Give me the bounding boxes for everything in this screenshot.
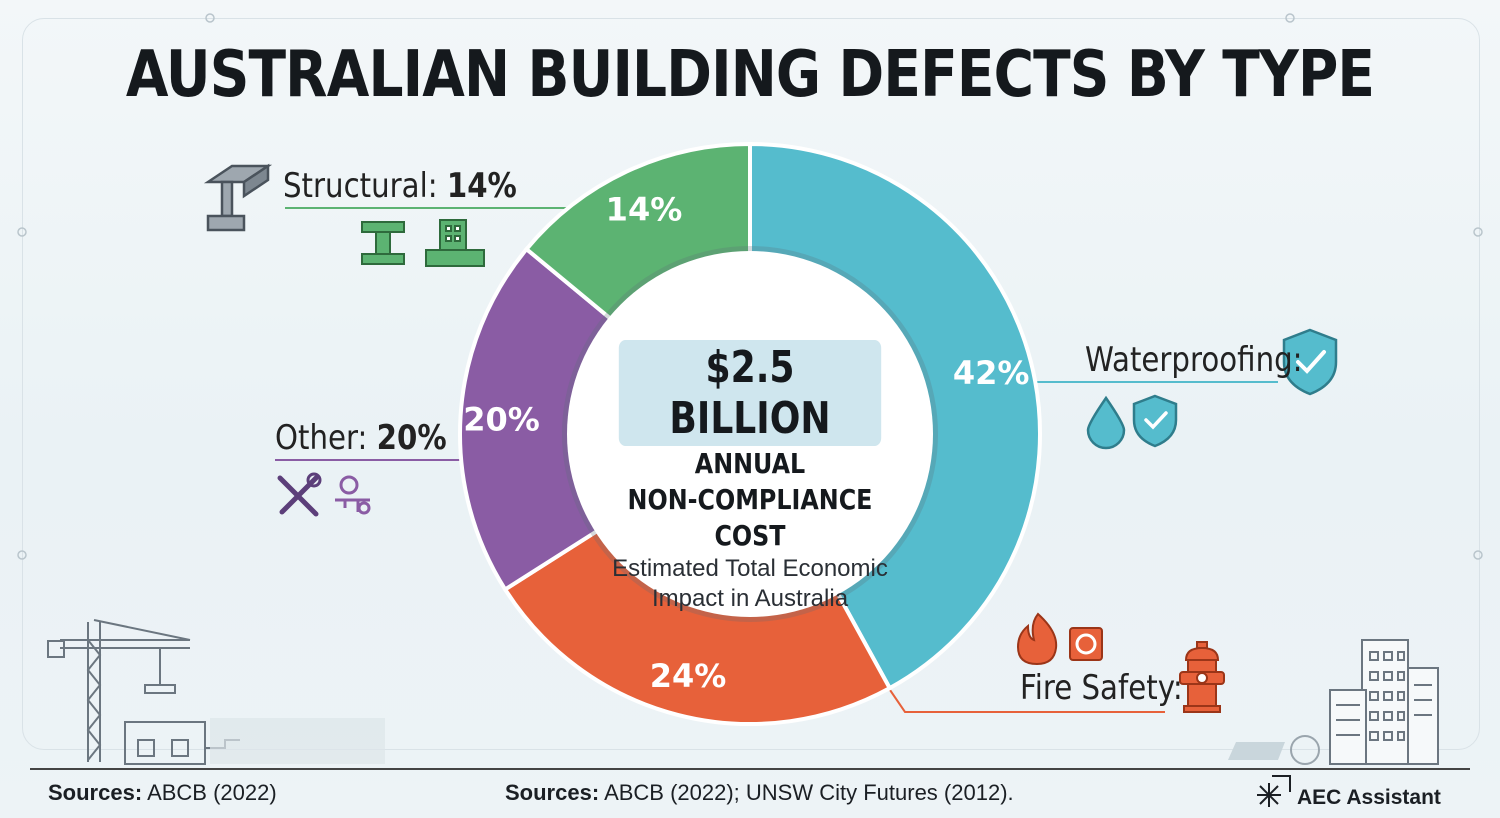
- shield-check-icon: [1282, 328, 1338, 396]
- page-title: AUSTRALIAN BUILDING DEFECTS BY TYPE: [125, 38, 1375, 112]
- center-summary: $2.5 BILLION ANNUAL NON-COMPLIANCE COST …: [590, 340, 910, 614]
- solar-panel: [1228, 742, 1285, 760]
- aec-logo-icon: [1257, 775, 1291, 807]
- other-label: Other: 20%: [275, 418, 447, 458]
- background-building: [210, 718, 385, 764]
- cost-caption-line2: NON-COMPLIANCE COST: [627, 483, 873, 552]
- water-drop-icon: [1086, 395, 1126, 450]
- segment-label-fire-safety: 24%: [650, 657, 727, 695]
- fire-icon: [1016, 612, 1058, 666]
- building-foundation-icon: [425, 219, 485, 267]
- crane-icon: [47, 619, 240, 765]
- source-main: Sources: ABCB (2022); UNSW City Futures …: [505, 780, 1014, 805]
- infographic-frame: [22, 18, 1480, 750]
- fire-hydrant-icon: [1179, 641, 1225, 713]
- cost-subtitle-line1: Estimated Total Economic: [612, 555, 888, 582]
- frame-dots: [17, 13, 1483, 560]
- fire-safety-label: Fire Safety:: [1020, 668, 1183, 708]
- office-building-icon: [1329, 639, 1439, 765]
- segment-label-structural: 14%: [606, 191, 683, 229]
- cost-caption-line1: ANNUAL: [694, 447, 806, 480]
- steel-beam-icon: [203, 163, 273, 232]
- tree-icon: [1290, 735, 1320, 765]
- segment-labels: 42% 24% 20% 14%: [463, 191, 1029, 695]
- brand-name: AEC Assistant: [1297, 786, 1441, 809]
- shield-check-icon: [1132, 394, 1178, 448]
- waterproofing-label: Waterproofing:: [1085, 340, 1303, 380]
- i-beam-icon: [361, 221, 405, 265]
- cost-subtitle-line2: Impact in Australia: [651, 585, 849, 612]
- cost-amount: $2.5 BILLION: [618, 340, 882, 446]
- ground-line: [30, 768, 1470, 770]
- leader-lines: [275, 207, 1278, 713]
- segment-label-other: 20%: [463, 400, 540, 438]
- source-left: Sources: ABCB (2022): [48, 780, 277, 805]
- structural-label: Structural: 14%: [283, 166, 517, 206]
- fire-alarm-icon: [1069, 627, 1103, 661]
- wrench-screwdriver-icon: [277, 472, 322, 517]
- segment-label-waterproofing: 42%: [953, 354, 1030, 392]
- key-icon: [335, 475, 371, 515]
